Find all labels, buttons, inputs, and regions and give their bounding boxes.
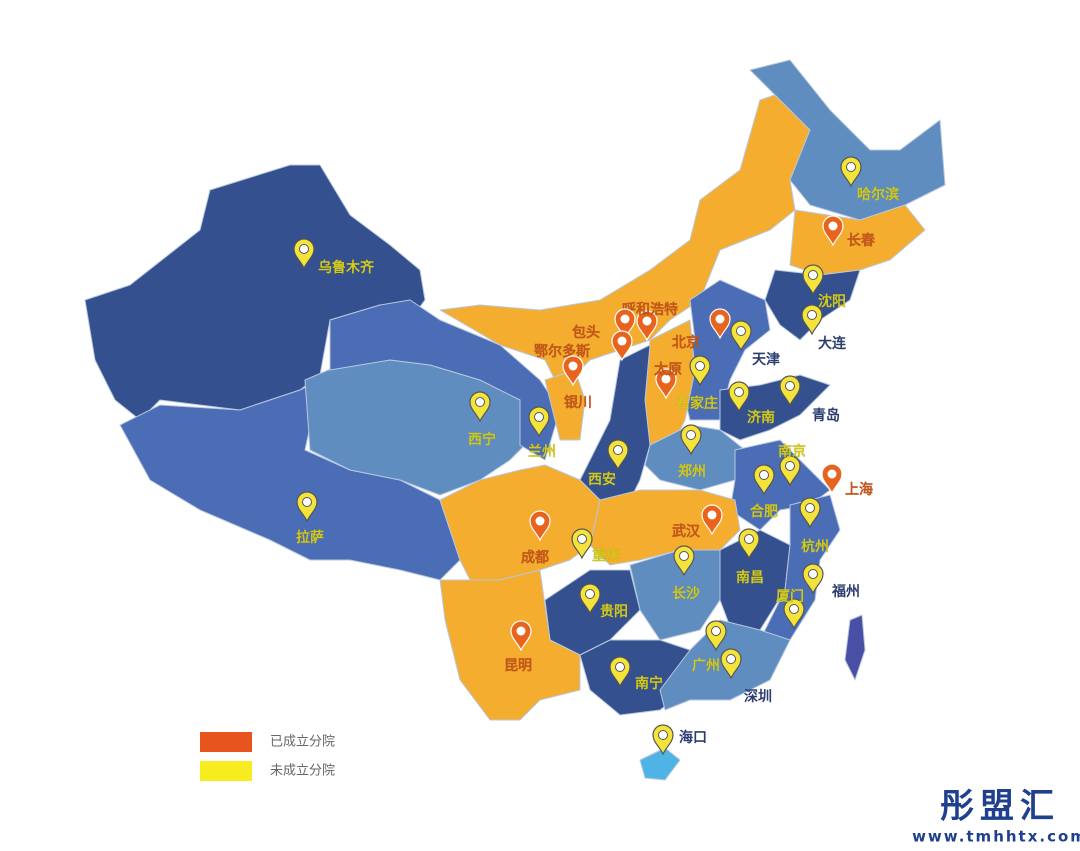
pin-hole — [789, 604, 799, 614]
city-label: 呼和浩特 — [622, 301, 678, 318]
pin-hole — [620, 314, 630, 324]
pin-hole — [808, 569, 818, 579]
city-label: 贵阳 — [600, 603, 628, 620]
city-label: 银川 — [564, 394, 592, 411]
city-label: 昆明 — [504, 658, 532, 674]
legend-label: 未成立分院 — [270, 764, 335, 779]
map-shapes — [84, 59, 946, 781]
city-label: 武汉 — [672, 523, 701, 540]
region — [329, 299, 561, 461]
city-label: 成都 — [521, 549, 549, 566]
city-label: 乌鲁木齐 — [318, 259, 375, 276]
city-label: 南宁 — [635, 675, 663, 692]
city-label: 合肥 — [750, 503, 778, 520]
pin-hole — [516, 626, 526, 636]
city-label: 厦门 — [776, 588, 804, 605]
pin-hole — [302, 497, 312, 507]
city-label: 鄂尔多斯 — [534, 343, 590, 360]
watermark-url: www.tmhhtx.com — [912, 828, 1080, 846]
pin-hole — [658, 730, 668, 740]
pin-hole — [785, 381, 795, 391]
pin-hole — [759, 470, 769, 480]
pin-hole — [744, 534, 754, 544]
pin-hole — [568, 361, 578, 371]
pin-hole — [808, 270, 818, 280]
city-label: 重庆 — [592, 547, 620, 564]
pin-hole — [827, 469, 837, 479]
city-label: 沈阳 — [818, 293, 846, 310]
city-label: 郑州 — [678, 463, 706, 480]
pin-hole — [615, 662, 625, 672]
pin-hole — [299, 244, 309, 254]
pin-hole — [617, 336, 627, 346]
pin-hole — [535, 516, 545, 526]
pin-hole — [846, 162, 856, 172]
pin-hole — [534, 412, 544, 422]
legend: 已成立分院 未成立分院 — [200, 732, 335, 781]
pin-hole — [475, 397, 485, 407]
pin-hole — [661, 374, 671, 384]
pin-hole — [707, 510, 717, 520]
city-label: 长沙 — [672, 585, 700, 602]
pin-hole — [679, 551, 689, 561]
city-label: 西宁 — [468, 431, 496, 448]
city-label: 济南 — [747, 409, 775, 426]
city-label: 大连 — [818, 335, 847, 352]
city-label: 拉萨 — [296, 529, 324, 546]
legend-swatch — [200, 732, 252, 752]
city-label: 深圳 — [744, 688, 772, 705]
pin-hole — [805, 503, 815, 513]
pin-hole — [736, 326, 746, 336]
watermark-brand: 彤盟汇 — [940, 787, 1060, 827]
city-label: 兰州 — [528, 443, 556, 460]
pin-hole — [734, 387, 744, 397]
city-label: 石家庄 — [675, 395, 718, 412]
city-label: 青岛 — [812, 407, 840, 424]
pin-hole — [686, 430, 696, 440]
city-label: 上海 — [845, 481, 873, 498]
pin-hole — [726, 654, 736, 664]
city-label: 南京 — [778, 443, 806, 460]
region — [439, 569, 581, 721]
region — [639, 747, 681, 781]
region — [719, 529, 791, 641]
region — [759, 494, 841, 641]
region — [439, 89, 811, 391]
pin-hole — [613, 445, 623, 455]
city-label: 北京 — [672, 334, 700, 351]
pin-hole — [807, 310, 817, 320]
city-label: 福州 — [831, 583, 860, 600]
region — [749, 59, 946, 221]
city-label: 天津 — [752, 351, 780, 368]
city-label: 哈尔滨 — [857, 186, 899, 203]
city-label: 长春 — [847, 232, 876, 249]
legend-swatch — [200, 761, 252, 781]
pin-hole — [642, 316, 652, 326]
pin-hole — [585, 589, 595, 599]
legend-label: 已成立分院 — [270, 735, 335, 750]
city-label: 杭州 — [801, 538, 829, 555]
pin-hole — [785, 461, 795, 471]
city-label: 广州 — [692, 657, 720, 674]
city-label: 西安 — [588, 471, 616, 488]
pin-hole — [715, 314, 725, 324]
city-label: 包头 — [572, 324, 600, 341]
pin-hole — [828, 221, 838, 231]
city-label: 太原 — [654, 361, 682, 378]
region — [844, 614, 866, 681]
city-label: 南昌 — [736, 569, 764, 586]
pin-hole — [711, 626, 721, 636]
pin-hole — [695, 361, 705, 371]
city-label: 海口 — [679, 729, 707, 746]
pin-hole — [577, 534, 587, 544]
